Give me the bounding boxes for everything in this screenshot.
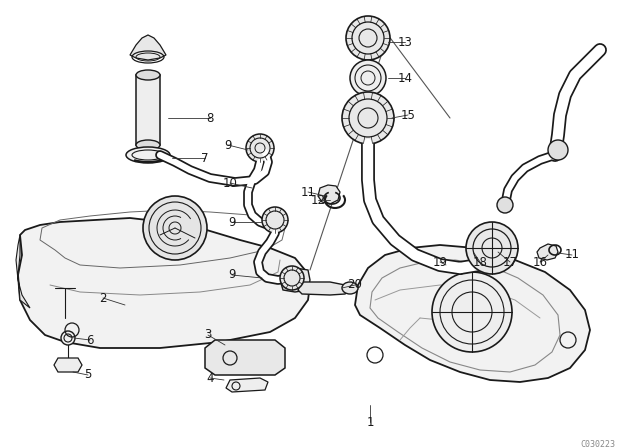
Text: 1: 1 [366, 415, 374, 428]
Circle shape [432, 272, 512, 352]
Circle shape [346, 16, 390, 60]
Polygon shape [205, 340, 285, 375]
Ellipse shape [136, 140, 160, 150]
Polygon shape [18, 218, 310, 348]
Text: 20: 20 [348, 279, 362, 292]
Circle shape [61, 331, 75, 345]
Polygon shape [298, 282, 350, 295]
Polygon shape [355, 245, 590, 382]
Polygon shape [54, 358, 82, 372]
Text: 4: 4 [206, 371, 214, 384]
Text: 8: 8 [206, 112, 214, 125]
Polygon shape [226, 378, 268, 392]
Text: 2: 2 [99, 292, 107, 305]
Text: 14: 14 [397, 72, 413, 85]
Text: 15: 15 [401, 108, 415, 121]
Circle shape [262, 207, 288, 233]
Text: 11: 11 [564, 249, 579, 262]
Polygon shape [280, 268, 310, 292]
Polygon shape [136, 75, 160, 145]
Circle shape [280, 266, 304, 290]
Polygon shape [537, 244, 558, 260]
Circle shape [350, 60, 386, 96]
Ellipse shape [342, 282, 358, 294]
Text: 18: 18 [472, 255, 488, 268]
Text: 12: 12 [310, 194, 326, 207]
Ellipse shape [126, 147, 170, 163]
Text: 9: 9 [224, 138, 232, 151]
Polygon shape [16, 235, 30, 308]
Ellipse shape [136, 70, 160, 80]
Text: 11: 11 [301, 185, 316, 198]
Text: C030223: C030223 [580, 440, 615, 448]
Text: 9: 9 [228, 268, 236, 281]
Text: 19: 19 [433, 255, 447, 268]
Text: 6: 6 [86, 333, 93, 346]
Circle shape [466, 222, 518, 274]
Text: 16: 16 [532, 255, 547, 268]
Text: 3: 3 [204, 328, 212, 341]
Circle shape [143, 196, 207, 260]
Circle shape [342, 92, 394, 144]
Text: 5: 5 [84, 369, 92, 382]
Text: 7: 7 [201, 151, 209, 164]
Polygon shape [318, 185, 340, 204]
Text: 9: 9 [228, 215, 236, 228]
Circle shape [548, 140, 568, 160]
Circle shape [497, 197, 513, 213]
Text: 10: 10 [223, 177, 237, 190]
Text: 13: 13 [397, 35, 412, 48]
Text: 17: 17 [502, 255, 518, 268]
Polygon shape [130, 35, 166, 60]
Circle shape [246, 134, 274, 162]
